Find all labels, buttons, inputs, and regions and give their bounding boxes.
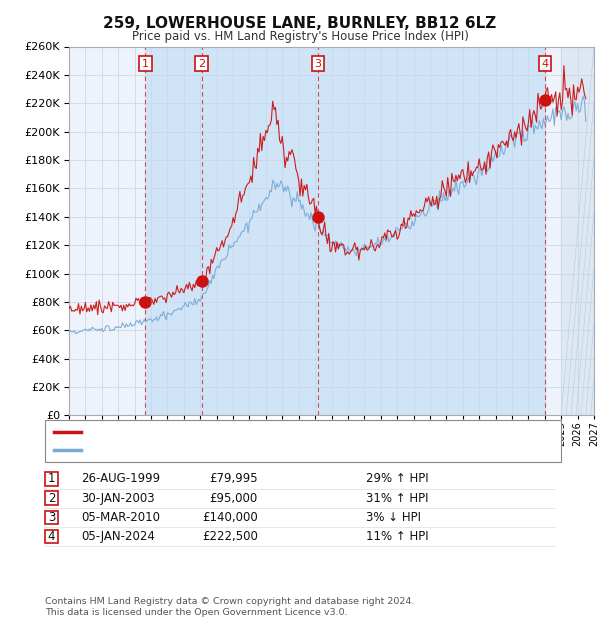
Text: £140,000: £140,000 [202,511,258,524]
Text: 26-AUG-1999: 26-AUG-1999 [81,472,160,485]
Text: £95,000: £95,000 [210,492,258,505]
Text: Price paid vs. HM Land Registry's House Price Index (HPI): Price paid vs. HM Land Registry's House … [131,30,469,43]
Text: 4: 4 [48,530,55,543]
Text: 05-MAR-2010: 05-MAR-2010 [81,511,160,524]
Text: £222,500: £222,500 [202,530,258,543]
Text: 1: 1 [48,472,55,485]
Text: 2: 2 [48,492,55,505]
Text: 3% ↓ HPI: 3% ↓ HPI [366,511,421,524]
Text: 30-JAN-2003: 30-JAN-2003 [81,492,155,505]
Text: 4: 4 [542,58,548,69]
Text: 3: 3 [48,511,55,524]
Text: 3: 3 [314,58,322,69]
Text: 259, LOWERHOUSE LANE, BURNLEY, BB12 6LZ (detached house): 259, LOWERHOUSE LANE, BURNLEY, BB12 6LZ … [87,427,449,436]
Text: 2: 2 [198,58,205,69]
Text: £79,995: £79,995 [209,472,258,485]
Text: 11% ↑ HPI: 11% ↑ HPI [366,530,428,543]
Text: 31% ↑ HPI: 31% ↑ HPI [366,492,428,505]
Text: 1: 1 [142,58,149,69]
Text: 29% ↑ HPI: 29% ↑ HPI [366,472,428,485]
Text: 259, LOWERHOUSE LANE, BURNLEY, BB12 6LZ: 259, LOWERHOUSE LANE, BURNLEY, BB12 6LZ [103,16,497,30]
Text: Contains HM Land Registry data © Crown copyright and database right 2024.
This d: Contains HM Land Registry data © Crown c… [45,598,415,617]
Bar [145,46,545,415]
Text: 05-JAN-2024: 05-JAN-2024 [81,530,155,543]
Bar [561,46,594,415]
Text: HPI: Average price, detached house, Burnley: HPI: Average price, detached house, Burn… [87,445,336,455]
